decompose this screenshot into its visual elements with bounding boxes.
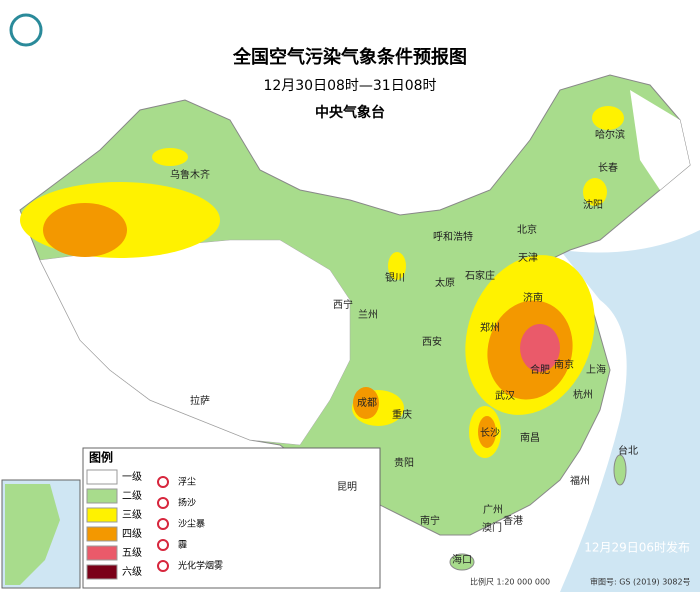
city-label: 杭州 [573, 388, 593, 401]
city-label: 呼和浩特 [433, 231, 473, 243]
city-label: 石家庄 [465, 269, 495, 282]
city-label: 南宁 [420, 514, 440, 527]
subtitle: 12月30日08时—31日08时 [263, 78, 436, 94]
level-4-area [43, 203, 127, 257]
legend-swatch [86, 469, 118, 485]
level-4-area [353, 387, 379, 419]
city-label: 长沙 [480, 427, 500, 439]
city-label: 海口 [452, 553, 472, 566]
level-3-area [388, 252, 406, 280]
city-label: 台北 [618, 444, 638, 457]
city-label: 武汉 [495, 389, 515, 402]
legend-title: 图例 [89, 450, 113, 465]
legend-level: 一级 [122, 471, 142, 483]
legend-swatch [86, 488, 118, 504]
city-label: 拉萨 [190, 394, 210, 407]
city-label: 西安 [422, 335, 442, 348]
legend-swatch [86, 564, 118, 580]
level-3-area [583, 178, 607, 206]
city-label: 合肥 [530, 363, 550, 376]
legend-box [82, 447, 381, 589]
legend-swatch [86, 545, 118, 561]
city-label: 西宁 [333, 298, 353, 311]
issue-time: 12月29日06时发布 [584, 540, 690, 555]
city-label: 澳门 [482, 521, 502, 534]
city-label: 郑州 [480, 321, 500, 334]
city-label: 北京 [517, 223, 537, 236]
inset-land [5, 484, 60, 585]
city-label: 南昌 [520, 431, 540, 444]
city-label: 兰州 [358, 308, 378, 321]
city-label: 沈阳 [583, 198, 603, 211]
legend-swatch [86, 507, 118, 523]
level-4-area [478, 416, 496, 448]
city-label: 天津 [518, 252, 538, 264]
city-label: 长春 [598, 162, 618, 174]
legend-symbol-label: 光化学烟雾 [178, 560, 223, 572]
level-1-area [630, 90, 690, 190]
city-label: 哈尔滨 [595, 128, 625, 141]
logo [9, 13, 43, 47]
hainan [449, 553, 475, 571]
legend-level: 六级 [122, 566, 142, 578]
legend-symbol-label: 扬沙 [178, 497, 196, 509]
taiwan [613, 454, 627, 486]
legend-swatch [86, 526, 118, 542]
city-label: 昆明 [337, 481, 357, 493]
legend-symbol-label: 浮尘 [178, 476, 196, 488]
city-label: 广州 [483, 504, 503, 516]
city-label: 重庆 [392, 408, 412, 421]
city-label: 太原 [435, 276, 455, 289]
city-label: 南京 [554, 358, 574, 371]
city-label: 银川 [385, 271, 405, 284]
legend-symbol [157, 560, 169, 572]
issuer: 中央气象台 [315, 104, 385, 121]
legend-symbol [157, 539, 169, 551]
level-1-area [39, 239, 351, 446]
legend-symbol-label: 沙尘暴 [178, 519, 205, 530]
level-3-area [592, 106, 624, 130]
legend-symbol [157, 518, 169, 530]
city-label: 成都 [357, 397, 377, 409]
city-label: 香港 [503, 515, 523, 527]
legend-level: 二级 [122, 490, 142, 502]
city-label: 乌鲁木齐 [170, 168, 210, 181]
legend-level: 四级 [122, 528, 142, 540]
city-label: 济南 [523, 291, 543, 304]
scale: 比例尺 1:20 000 000 [470, 577, 550, 587]
legend-symbol-label: 霾 [178, 540, 187, 551]
sea [560, 230, 700, 592]
city-label: 贵阳 [394, 456, 414, 469]
city-label: 上海 [586, 363, 606, 376]
level-5-area [520, 324, 560, 372]
legend-symbol [157, 497, 169, 509]
legend-symbol [157, 476, 169, 488]
city-label: 福州 [570, 474, 590, 487]
level-3-area [152, 148, 188, 166]
legend-level: 三级 [122, 509, 142, 521]
title: 全国空气污染气象条件预报图 [232, 46, 467, 68]
legend-level: 五级 [122, 547, 142, 559]
review-number: 审图号: GS (2019) 3082号 [590, 577, 691, 587]
